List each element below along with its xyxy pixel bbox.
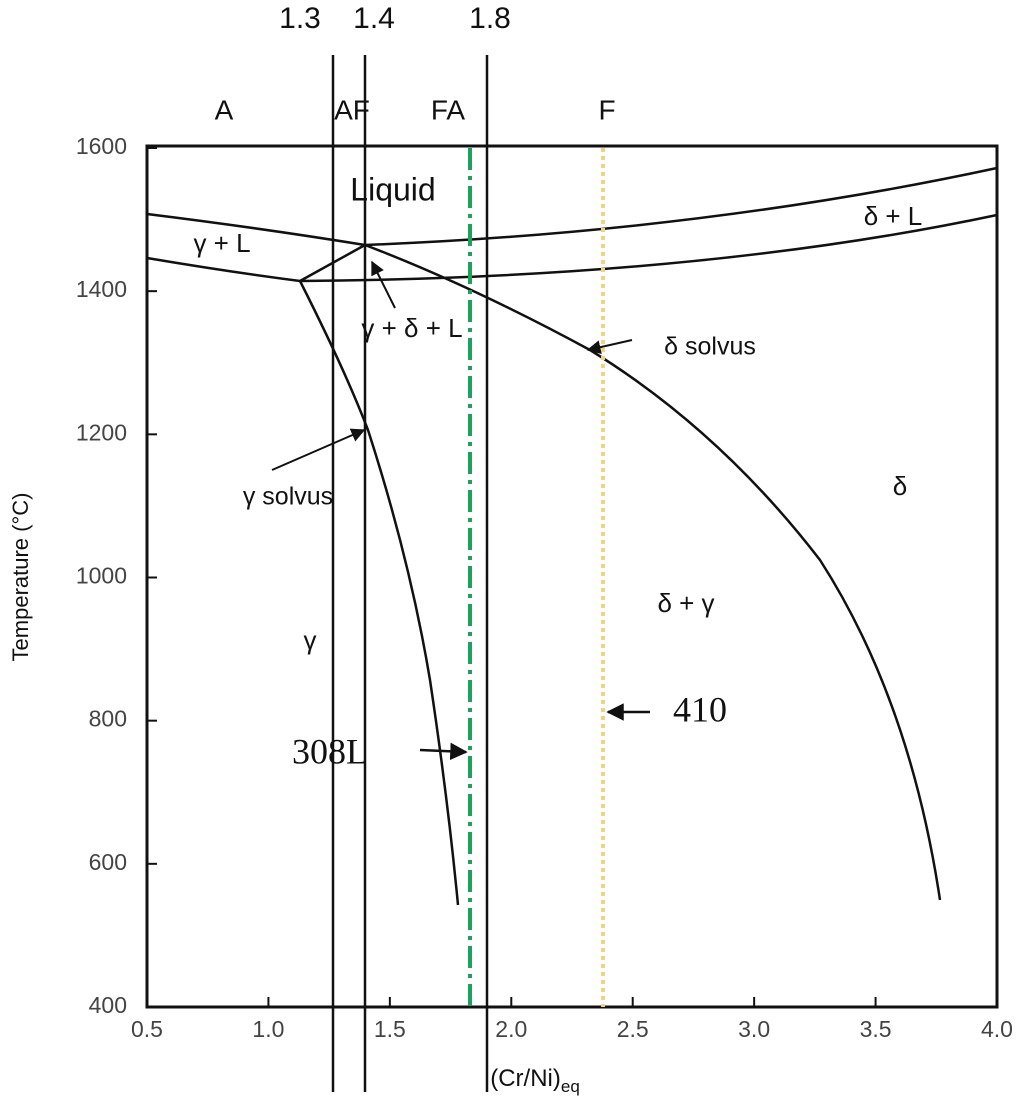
- region-label: γ solvus: [243, 483, 333, 511]
- y-tick-label: 1000: [76, 563, 127, 589]
- x-tick-label: 2.0: [495, 1016, 527, 1042]
- region-label: δ: [893, 471, 907, 501]
- liquidus-right: [364, 166, 998, 247]
- x-axis-label-main: (Cr/Ni): [490, 1065, 561, 1092]
- y-tick-label: 800: [89, 706, 127, 732]
- region-label: Liquid: [350, 171, 435, 207]
- x-tick-label: 1.5: [374, 1016, 406, 1042]
- region-label: γ: [304, 625, 317, 655]
- solidus-left: [146, 256, 301, 283]
- region-label: δ + L: [864, 201, 923, 231]
- arrow: [271, 428, 366, 471]
- x-tick-label: 1.0: [252, 1016, 284, 1042]
- x-tick-label: 0.5: [131, 1016, 163, 1042]
- plot-frame: [145, 144, 999, 1009]
- x-tick-label: 3.0: [738, 1016, 770, 1042]
- mode-label: FA: [431, 94, 466, 125]
- boundary-label: 1.3: [279, 2, 321, 35]
- region-label: δ + γ: [657, 588, 714, 618]
- region-label: γ + δ + L: [361, 313, 462, 343]
- y-tick-label: 1600: [76, 133, 127, 159]
- arrow: [419, 742, 468, 761]
- arrow: [586, 339, 633, 355]
- mode-label: A: [215, 94, 234, 125]
- arrow: [371, 260, 396, 309]
- boundary-label: 1.4: [353, 2, 395, 35]
- y-tick-label: 400: [89, 992, 127, 1018]
- y-tick-label: 600: [89, 849, 127, 875]
- alloy-label: 410: [673, 689, 727, 729]
- x-axis-label: (Cr/Ni)eq: [490, 1065, 580, 1096]
- x-tick-label: 2.5: [617, 1016, 649, 1042]
- y-tick-label: 1400: [76, 276, 127, 302]
- x-tick-label: 3.5: [860, 1016, 892, 1042]
- delta-solvus-curve: [364, 243, 942, 901]
- alloy-label: 308L: [292, 731, 368, 771]
- boundary-label: 1.8: [469, 2, 511, 35]
- solidus-right: [299, 213, 998, 283]
- x-axis-label-sub: eq: [561, 1077, 580, 1096]
- x-tick-label: 4.0: [981, 1016, 1013, 1042]
- y-tick-label: 1200: [76, 419, 127, 445]
- region-label: γ + L: [193, 228, 250, 258]
- mode-label: AF: [334, 94, 370, 125]
- y-axis-label: Temperature (°C): [8, 493, 33, 662]
- gamma-solvus-curve: [298, 280, 460, 906]
- liquidus-left: [146, 212, 366, 247]
- mode-label: F: [598, 94, 615, 125]
- region-label: δ solvus: [664, 333, 756, 361]
